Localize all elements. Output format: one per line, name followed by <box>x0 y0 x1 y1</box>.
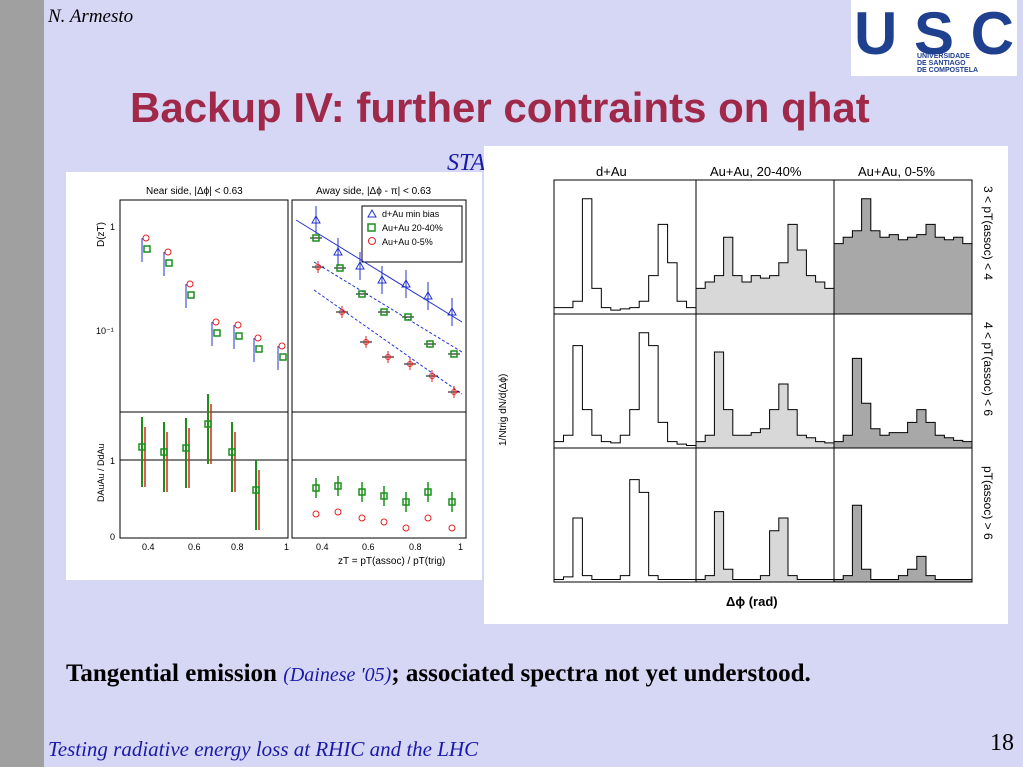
slide-title: Backup IV: further contraints on qhat <box>130 84 870 131</box>
footer-text: Testing radiative energy loss at RHIC an… <box>48 737 479 761</box>
away-bottom-panel <box>291 411 467 539</box>
logo-line3: DE COMPOSTELA <box>917 67 978 74</box>
logo-letters: USC <box>854 0 1014 67</box>
x-tick-away-08: 0.8 <box>409 542 422 552</box>
col-auau-05: Au+Au, 0-5% <box>858 164 935 179</box>
x-tick-near-1: 1 <box>284 542 289 552</box>
x-tick-away-04: 0.4 <box>316 542 329 552</box>
page-number: 18 <box>990 730 1014 756</box>
caption-main: Tangential emission <box>66 660 284 687</box>
col-dau: d+Au <box>596 164 627 179</box>
legend-auau-2040: Au+Au 20-40% <box>382 223 443 233</box>
left-sidebar-bar <box>0 0 44 767</box>
left-figure: Near side, |Δϕ| < 0.63 Away side, |Δϕ - … <box>66 172 482 580</box>
x-tick-away-06: 0.6 <box>362 542 375 552</box>
y-label-top: D(zT) <box>96 222 107 247</box>
row-label-1: 3 < pT(assoc) < 4 <box>981 186 995 280</box>
caption-rest: ; associated spectra not yet understood. <box>391 660 811 687</box>
x-tick-near-04: 0.4 <box>142 542 155 552</box>
left-data-points <box>138 206 460 532</box>
logo-line1: UNIVERSIDADE <box>917 53 970 60</box>
y-label-bottom: DAuAu / DdAu <box>96 443 106 502</box>
usc-logo: USC UNIVERSIDADE DE SANTIAGO DE COMPOSTE… <box>851 0 1017 76</box>
right-figure: d+Au Au+Au, 20-40% Au+Au, 0-5% 3 < pT(as… <box>484 146 1008 624</box>
author: N. Armesto <box>48 6 134 27</box>
near-bottom-panel <box>119 411 289 539</box>
near-side-title: Near side, |Δϕ| < 0.63 <box>146 186 243 197</box>
y-tick-b1: 1 <box>110 456 115 466</box>
right-histogram-panels <box>553 179 973 583</box>
away-side-title: Away side, |Δϕ - π| < 0.63 <box>316 186 432 197</box>
logo-line2: DE SANTIAGO <box>917 60 966 67</box>
x-tick-away-1: 1 <box>458 542 463 552</box>
caption: Tangential emission (Dainese '05); assoc… <box>66 660 811 688</box>
x-tick-near-06: 0.6 <box>188 542 201 552</box>
x-axis-label-right: Δϕ (rad) <box>726 594 778 609</box>
col-auau-2040: Au+Au, 20-40% <box>710 164 802 179</box>
y-tick-01: 10⁻¹ <box>96 326 114 336</box>
y-tick-b0: 0 <box>110 532 115 542</box>
legend-dau: d+Au min bias <box>382 209 440 219</box>
row-label-2: 4 < pT(assoc) < 6 <box>981 322 995 416</box>
x-axis-label: zT = pT(assoc) / pT(trig) <box>338 556 445 567</box>
x-tick-near-08: 0.8 <box>231 542 244 552</box>
y-tick-1: 1 <box>110 222 115 232</box>
y-axis-label: 1/Ntrig dN/d(Δϕ) <box>498 374 509 446</box>
near-top-panel <box>119 199 289 413</box>
caption-citation: (Dainese '05) <box>283 664 392 686</box>
legend-auau-05: Au+Au 0-5% <box>382 237 433 247</box>
row-label-3: pT(assoc) > 6 <box>981 466 995 540</box>
